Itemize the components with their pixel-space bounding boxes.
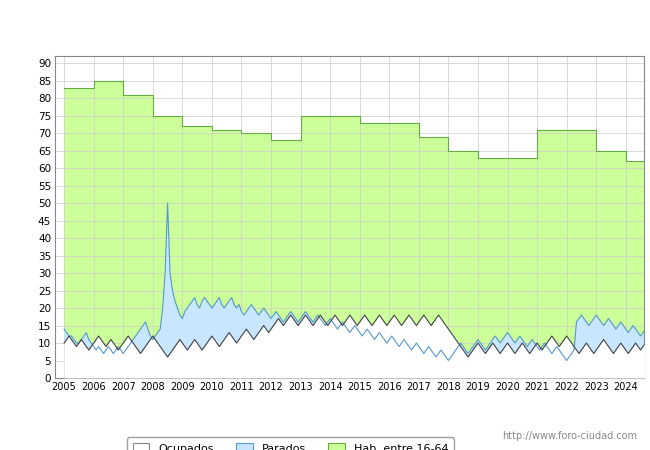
Text: http://www.foro-ciudad.com: http://www.foro-ciudad.com (502, 431, 637, 441)
Legend: Ocupados, Parados, Hab. entre 16-64: Ocupados, Parados, Hab. entre 16-64 (127, 437, 454, 450)
Text: Villarmentero de Esgueva - Evolucion de la poblacion en edad de Trabajar Mayo de: Villarmentero de Esgueva - Evolucion de … (72, 18, 578, 29)
